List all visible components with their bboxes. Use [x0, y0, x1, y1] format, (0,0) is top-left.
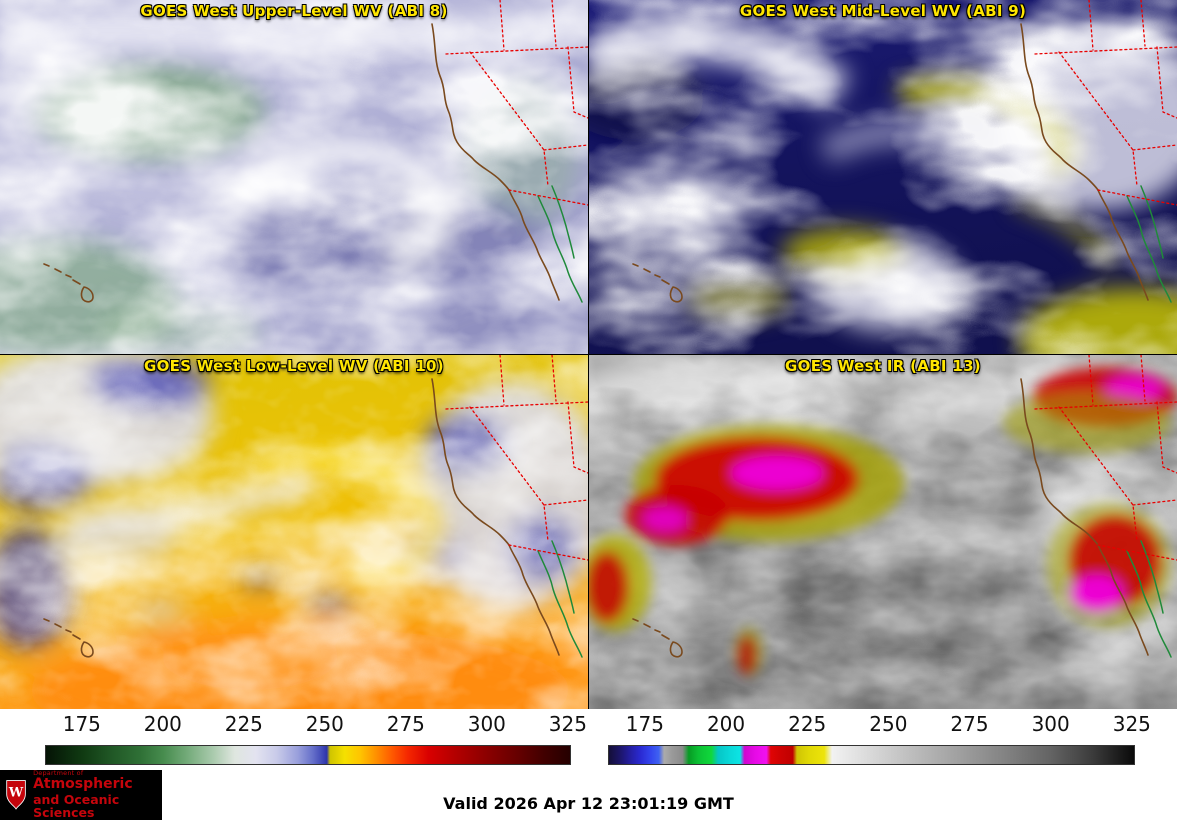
tick-label: 275: [950, 712, 989, 736]
colorbar-wv: 175 200 225 250 275 300 325: [45, 709, 587, 770]
panel-title: GOES West Upper-Level WV (ABI 8): [140, 2, 448, 20]
logo-line2: and Oceanic Sciences: [33, 791, 120, 820]
tick-label: 250: [305, 712, 344, 736]
tick-label: 325: [548, 712, 587, 736]
svg-text:W: W: [8, 785, 24, 800]
tick-label: 275: [386, 712, 425, 736]
satellite-panel-low-wv: GOES West Low-Level WV (ABI 10): [0, 355, 588, 709]
logo-department: Department of: [33, 770, 84, 778]
logo-line1: Atmospheric: [33, 776, 133, 793]
satellite-panel-mid-wv: GOES West Mid-Level WV (ABI 9): [589, 0, 1177, 354]
tick-label: 250: [869, 712, 908, 736]
tick-label: 325: [1112, 712, 1151, 736]
tick-label: 300: [1031, 712, 1070, 736]
panel-title: GOES West Low-Level WV (ABI 10): [144, 357, 444, 375]
footer: W Department of Atmospheric and Oceanic …: [0, 770, 1177, 820]
satellite-image-abi9: [589, 0, 1177, 354]
panel-title: GOES West IR (ABI 13): [785, 357, 981, 375]
uw-aos-logo: W Department of Atmospheric and Oceanic …: [0, 770, 162, 820]
satellite-panel-upper-wv: GOES West Upper-Level WV (ABI 8): [0, 0, 588, 354]
colorbar-wv-gradient: [45, 745, 571, 765]
colorbar-wv-ticks: 175 200 225 250 275 300 325: [45, 712, 587, 739]
satellite-image-abi8: [0, 0, 588, 354]
tick-label: 300: [467, 712, 506, 736]
tick-label: 200: [706, 712, 746, 736]
colorbar-ir-gradient: [608, 745, 1135, 765]
satellite-image-abi10: [0, 355, 588, 709]
tick-label: 175: [62, 712, 101, 736]
satellite-panel-ir: GOES West IR (ABI 13): [589, 355, 1177, 709]
valid-time-label: Valid 2026 Apr 12 23:01:19 GMT: [443, 794, 734, 813]
uw-crest-icon: W: [6, 780, 26, 810]
tick-label: 225: [788, 712, 827, 736]
panel-title: GOES West Mid-Level WV (ABI 9): [739, 2, 1027, 20]
tick-label: 200: [143, 712, 182, 736]
satellite-panel-grid: GOES West Upper-Level WV (ABI 8): [0, 0, 1177, 709]
satellite-image-abi13: [589, 355, 1177, 709]
colorbar-ir: 175 200 225 250 275 300 325: [608, 709, 1151, 770]
colorbar-strip: 175 200 225 250 275 300 325 175 200 225 …: [0, 709, 1177, 770]
tick-label: 225: [224, 712, 263, 736]
logo-text: Department of Atmospheric and Oceanic Sc…: [33, 770, 162, 819]
colorbar-ir-ticks: 175 200 225 250 275 300 325: [608, 712, 1151, 739]
tick-label: 175: [625, 712, 664, 736]
